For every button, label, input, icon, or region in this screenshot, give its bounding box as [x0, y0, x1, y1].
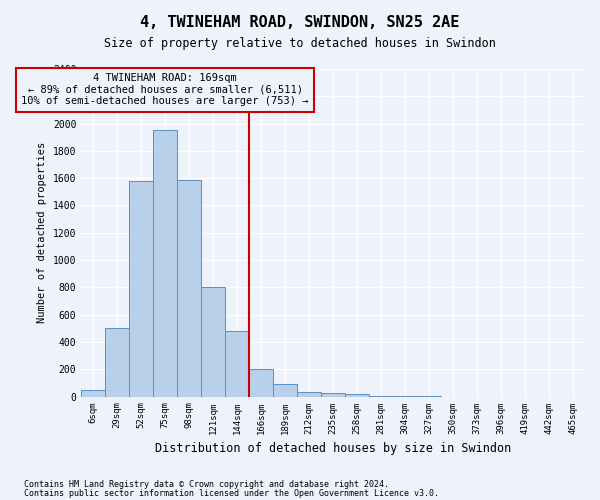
Bar: [297, 392, 321, 396]
Text: 4, TWINEHAM ROAD, SWINDON, SN25 2AE: 4, TWINEHAM ROAD, SWINDON, SN25 2AE: [140, 15, 460, 30]
Text: Size of property relative to detached houses in Swindon: Size of property relative to detached ho…: [104, 38, 496, 51]
Bar: [153, 130, 177, 396]
Text: Contains HM Land Registry data © Crown copyright and database right 2024.: Contains HM Land Registry data © Crown c…: [24, 480, 389, 489]
Y-axis label: Number of detached properties: Number of detached properties: [37, 142, 47, 324]
Text: Contains public sector information licensed under the Open Government Licence v3: Contains public sector information licen…: [24, 488, 439, 498]
Bar: [129, 181, 153, 396]
Bar: [321, 393, 345, 396]
Bar: [177, 180, 201, 396]
Text: 4 TWINEHAM ROAD: 169sqm
← 89% of detached houses are smaller (6,511)
10% of semi: 4 TWINEHAM ROAD: 169sqm ← 89% of detache…: [22, 73, 309, 106]
Bar: [201, 288, 225, 397]
Bar: [225, 331, 249, 396]
Bar: [81, 390, 105, 396]
Bar: [105, 328, 129, 396]
X-axis label: Distribution of detached houses by size in Swindon: Distribution of detached houses by size …: [155, 442, 511, 455]
Bar: [273, 384, 297, 396]
Bar: [345, 394, 369, 396]
Bar: [249, 370, 273, 396]
